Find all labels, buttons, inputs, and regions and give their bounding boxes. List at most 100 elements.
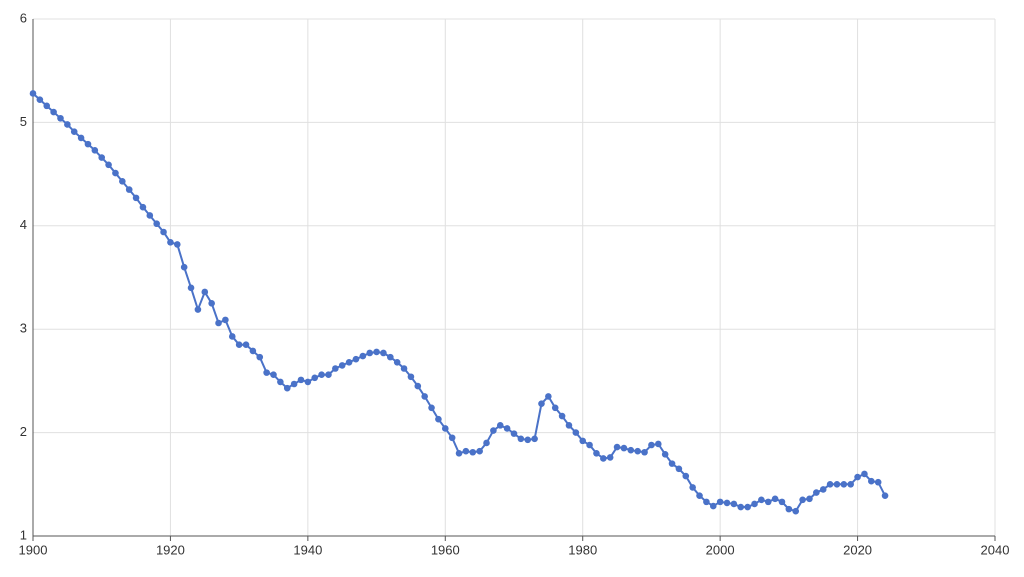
data-point xyxy=(668,460,676,467)
data-point xyxy=(119,178,126,185)
data-point xyxy=(448,434,456,442)
data-point xyxy=(84,140,92,148)
data-point xyxy=(36,96,44,103)
data-point xyxy=(744,503,751,511)
data-point xyxy=(112,169,119,177)
data-point xyxy=(826,481,834,488)
x-tick-label: 2040 xyxy=(981,542,1010,557)
data-point xyxy=(366,349,374,357)
y-tick-label: 1 xyxy=(20,527,27,542)
data-point xyxy=(249,347,257,355)
data-point xyxy=(620,444,628,452)
data-point xyxy=(730,500,738,508)
data-point xyxy=(256,353,264,361)
data-point xyxy=(689,484,696,491)
data-point xyxy=(737,503,745,511)
data-point xyxy=(345,358,353,366)
data-point xyxy=(778,498,786,506)
data-point xyxy=(43,102,51,110)
data-point xyxy=(228,333,236,340)
data-point xyxy=(29,90,37,97)
data-point xyxy=(167,239,174,246)
data-point xyxy=(393,358,401,366)
data-point xyxy=(297,376,305,384)
data-point xyxy=(50,108,57,116)
data-point xyxy=(64,121,71,128)
y-tick-label: 5 xyxy=(20,114,27,129)
data-point xyxy=(524,436,532,444)
data-point xyxy=(380,349,387,357)
data-point xyxy=(132,194,140,202)
data-point xyxy=(847,481,854,488)
data-point xyxy=(565,422,573,429)
data-point xyxy=(194,306,202,313)
data-point xyxy=(476,447,483,455)
data-point xyxy=(70,128,78,136)
data-point xyxy=(819,486,827,493)
x-tick-label: 2020 xyxy=(843,542,872,557)
data-point xyxy=(428,404,435,412)
data-point xyxy=(854,473,861,481)
data-point xyxy=(435,415,442,423)
data-point xyxy=(517,435,525,443)
data-point xyxy=(421,393,428,400)
data-point xyxy=(441,425,449,432)
data-point xyxy=(716,498,724,506)
data-point xyxy=(187,284,195,292)
data-point xyxy=(785,505,793,513)
data-point xyxy=(338,362,346,369)
y-tick-label: 6 xyxy=(20,10,27,25)
data-point xyxy=(538,400,545,407)
data-point xyxy=(263,369,270,376)
data-point xyxy=(462,447,470,455)
y-tick-label: 2 xyxy=(20,424,27,439)
data-point xyxy=(455,449,463,457)
data-point xyxy=(764,498,772,506)
data-point xyxy=(606,454,614,461)
data-point xyxy=(806,495,813,503)
y-tick-label: 4 xyxy=(20,217,27,232)
data-point xyxy=(125,186,133,193)
data-point xyxy=(496,422,504,429)
data-point xyxy=(586,441,593,449)
data-point xyxy=(613,443,621,451)
data-point xyxy=(270,371,277,378)
data-point xyxy=(352,355,360,363)
data-point xyxy=(661,451,669,458)
data-point xyxy=(325,371,332,378)
data-point xyxy=(98,154,106,161)
data-point xyxy=(180,263,188,271)
data-point xyxy=(490,427,497,434)
data-point xyxy=(208,300,215,307)
y-tick-label: 3 xyxy=(20,321,27,336)
data-point xyxy=(655,440,662,448)
data-point xyxy=(318,371,325,378)
data-point xyxy=(201,288,209,296)
data-point xyxy=(758,496,765,504)
data-point xyxy=(290,380,298,388)
data-point xyxy=(311,374,319,382)
data-point xyxy=(634,447,641,455)
data-point xyxy=(503,425,511,432)
data-point xyxy=(799,496,806,504)
data-point xyxy=(373,348,380,356)
data-point xyxy=(57,114,64,122)
data-line xyxy=(32,92,886,513)
data-point xyxy=(277,378,284,386)
data-point xyxy=(551,404,559,412)
data-point xyxy=(400,365,408,372)
data-point xyxy=(105,161,112,169)
data-point xyxy=(510,430,518,437)
data-point xyxy=(558,412,566,420)
data-point xyxy=(91,147,99,154)
data-point xyxy=(709,502,717,510)
data-point xyxy=(222,316,229,324)
data-point xyxy=(696,492,703,499)
data-point xyxy=(483,439,490,447)
data-point xyxy=(874,478,882,486)
data-point xyxy=(153,220,160,228)
data-point xyxy=(139,203,147,211)
data-point xyxy=(579,437,587,445)
data-point xyxy=(792,507,800,515)
